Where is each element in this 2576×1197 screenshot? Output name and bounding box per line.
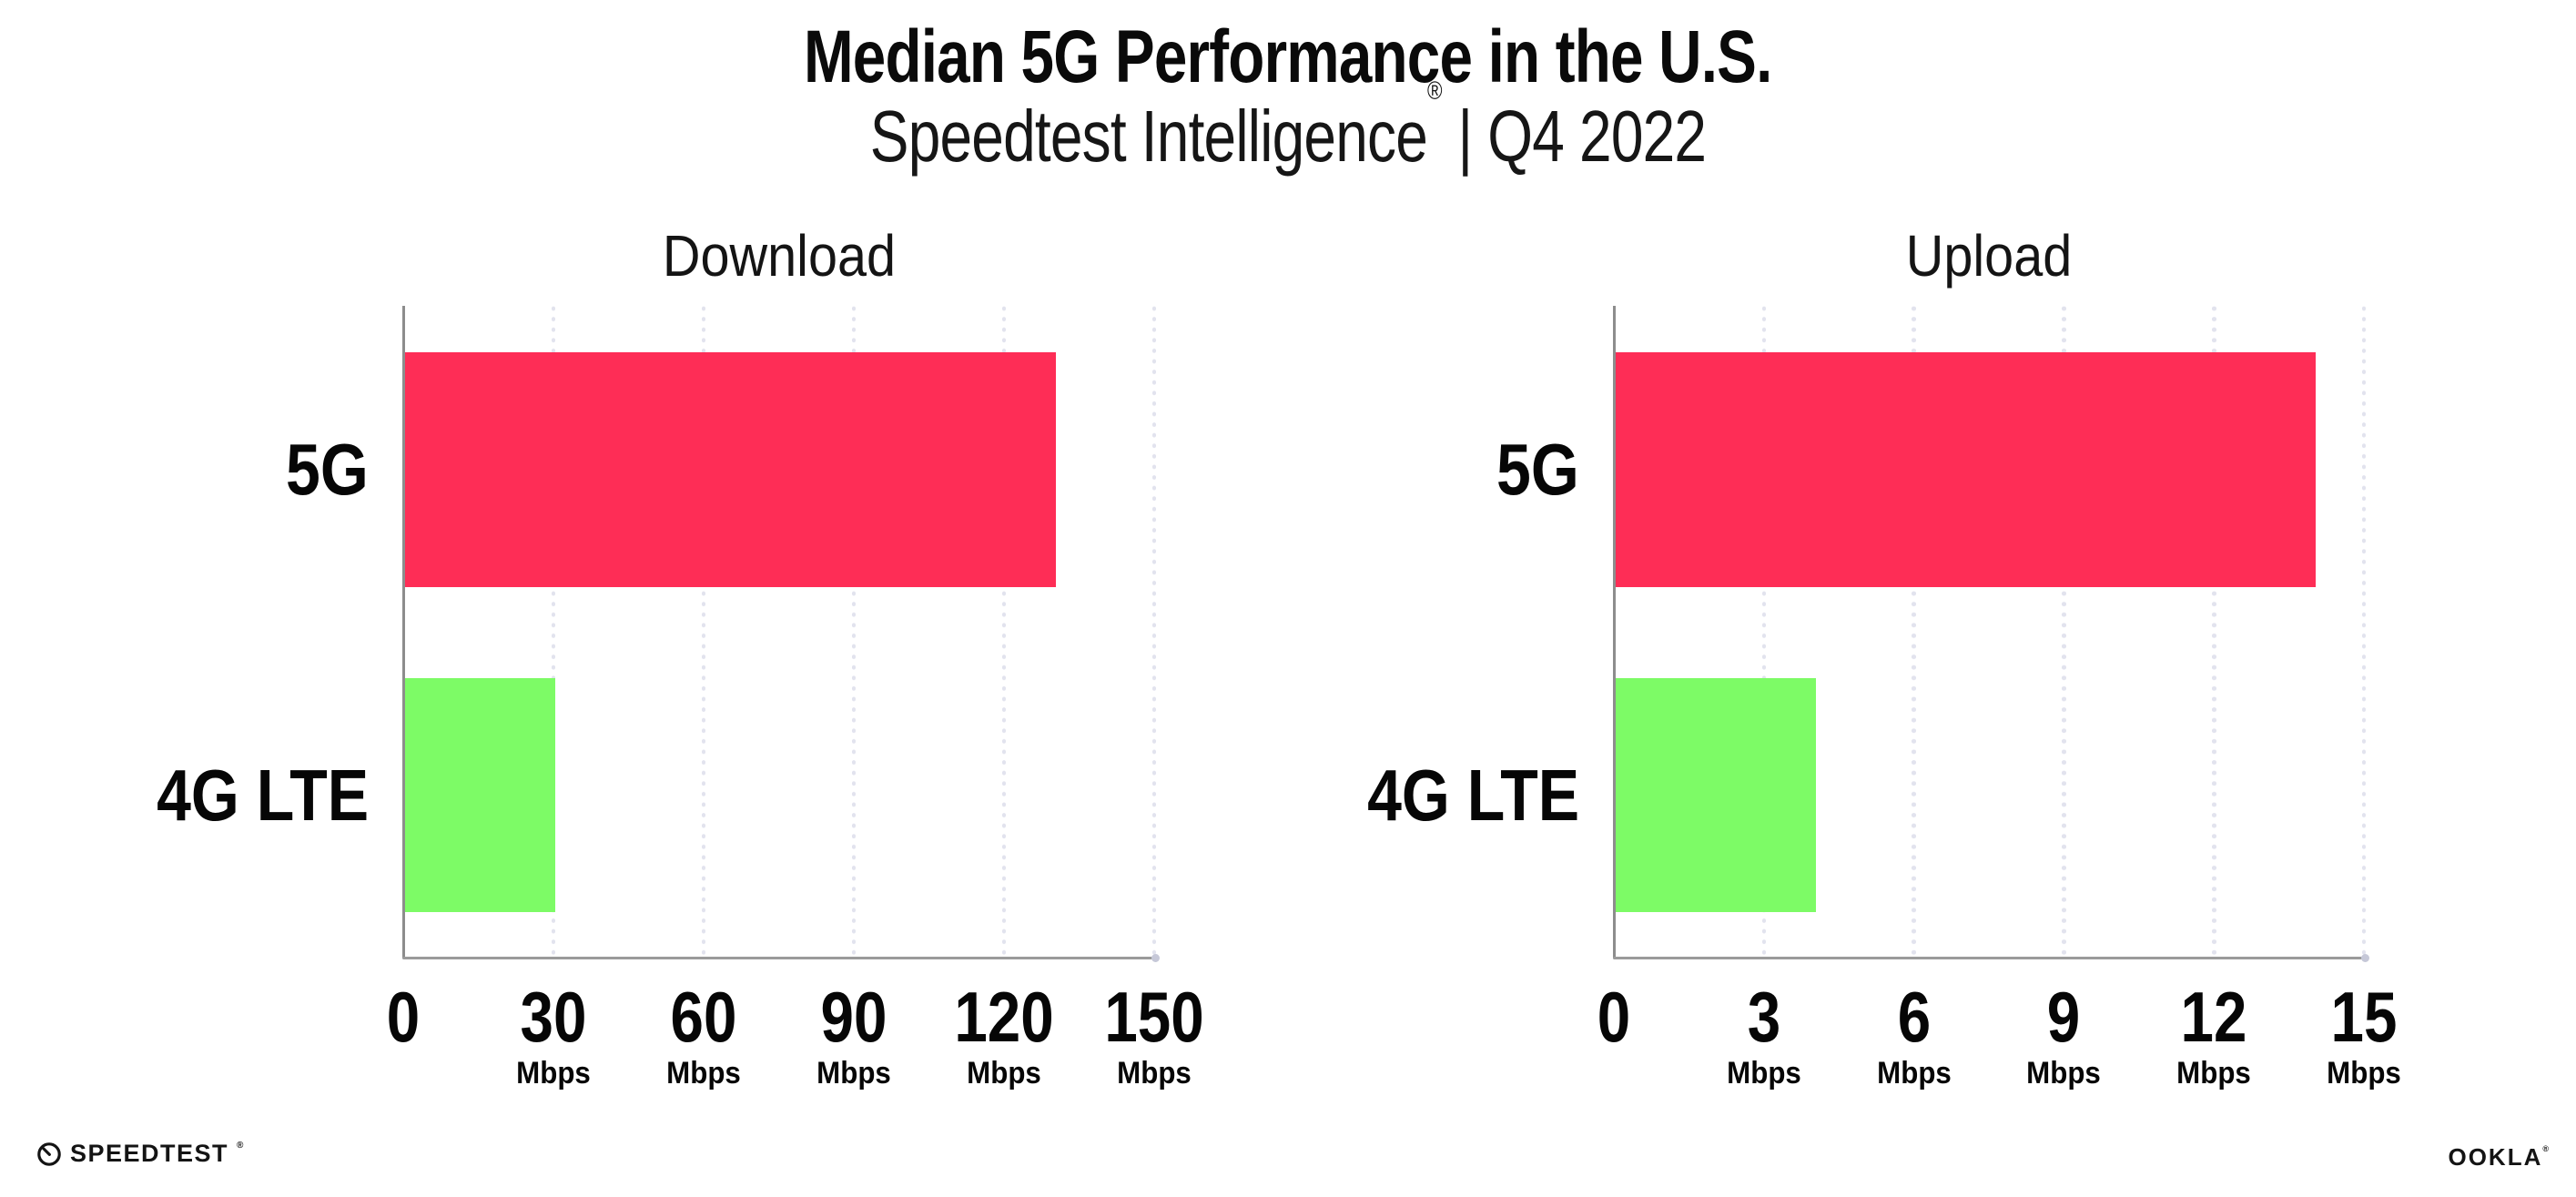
tick-unit-download-90: Mbps: [816, 1056, 891, 1090]
x-axis-line-upload: [1613, 957, 2367, 959]
gridline-download-90: [851, 306, 857, 959]
category-label-text: 4G LTE: [1367, 754, 1579, 836]
speedtest-logo: SPEEDTEST ®: [36, 1140, 243, 1168]
category-label-text: 4G LTE: [157, 754, 369, 836]
tick-label-download-150: 150: [1104, 977, 1204, 1057]
tick-unit-download-30: Mbps: [516, 1056, 591, 1090]
tick-label-download-120: 120: [954, 977, 1054, 1057]
tick-unit-upload-12: Mbps: [2176, 1056, 2252, 1090]
ookla-logo: OOKLA®: [2448, 1143, 2549, 1172]
tick-unit-download-60: Mbps: [666, 1056, 741, 1090]
tick-label-download-90: 90: [820, 977, 887, 1057]
subtitle-period: | Q4 2022: [1442, 96, 1707, 177]
tick-label-upload-0: 0: [1597, 977, 1631, 1057]
gridline-upload-15: [2361, 306, 2367, 959]
y-axis-spine-upload: [1613, 306, 1616, 959]
tick-unit-download-120: Mbps: [967, 1056, 1041, 1090]
bar-5g-download: [405, 352, 1056, 587]
gridline-download-150: [1151, 306, 1157, 959]
y-axis-spine-download: [402, 306, 405, 959]
category-label-5g-download: 5G: [271, 428, 369, 512]
registered-mark: ®: [1426, 76, 1443, 106]
tick-unit-upload-9: Mbps: [2026, 1056, 2102, 1090]
plot-title-upload: Upload: [1897, 222, 2082, 289]
category-label-4g-lte-upload: 4G LTE: [1330, 754, 1579, 837]
tick-unit-upload-3: Mbps: [1726, 1056, 1801, 1090]
tick-label-download-60: 60: [670, 977, 737, 1057]
x-axis-end-dot-upload: [2360, 953, 2369, 962]
category-label-5g-upload: 5G: [1482, 428, 1579, 512]
tick-label-download-0: 0: [386, 977, 421, 1057]
tick-label-upload-3: 3: [1747, 977, 1781, 1057]
category-label-text: 5G: [1496, 429, 1579, 510]
category-label-4g-lte-download: 4G LTE: [119, 754, 369, 837]
bar-5g-upload: [1616, 352, 2317, 587]
x-axis-end-dot-download: [1151, 953, 1160, 962]
tick-label-upload-9: 9: [2047, 977, 2081, 1057]
gridline-upload-9: [2062, 306, 2066, 959]
tick-label-download-30: 30: [520, 977, 587, 1057]
gridline-upload-12: [2212, 306, 2216, 959]
tick-unit-upload-6: Mbps: [1876, 1056, 1952, 1090]
page-subtitle: Speedtest Intelligence® | Q4 2022: [0, 76, 2576, 178]
subtitle-brand: Speedtest Intelligence: [869, 96, 1428, 177]
x-axis-line-download: [402, 957, 1157, 959]
gridline-download-120: [1001, 306, 1007, 959]
speedtest-registered-mark: ®: [237, 1141, 244, 1151]
tick-unit-download-150: Mbps: [1117, 1056, 1192, 1090]
gridline-download-60: [701, 306, 706, 959]
gridline-upload-6: [1912, 306, 1916, 959]
speedtest-gauge-icon: [36, 1141, 62, 1167]
page-title-text: Median 5G Performance in the U.S.: [804, 15, 1772, 98]
ookla-logo-text: OOKLA: [2448, 1143, 2543, 1171]
tick-label-upload-12: 12: [2180, 977, 2247, 1057]
tick-label-upload-6: 6: [1897, 977, 1931, 1057]
gridline-download-30: [551, 306, 556, 959]
page-title: Median 5G Performance in the U.S.: [0, 15, 2576, 100]
plot-title-text: Download: [662, 223, 896, 289]
plot-title-download: Download: [649, 222, 908, 289]
plot-title-text: Upload: [1905, 223, 2073, 289]
tick-unit-upload-15: Mbps: [2327, 1056, 2401, 1090]
bar-4g-lte-upload: [1616, 678, 1816, 912]
page-subtitle-text: Speedtest Intelligence® | Q4 2022: [869, 76, 1707, 178]
tick-label-upload-15: 15: [2330, 977, 2398, 1057]
ookla-registered-mark: ®: [2542, 1143, 2549, 1153]
bar-4g-lte-download: [405, 678, 555, 912]
category-label-text: 5G: [286, 429, 369, 510]
gridline-upload-3: [1761, 306, 1767, 959]
speedtest-logo-text: SPEEDTEST: [70, 1140, 229, 1167]
